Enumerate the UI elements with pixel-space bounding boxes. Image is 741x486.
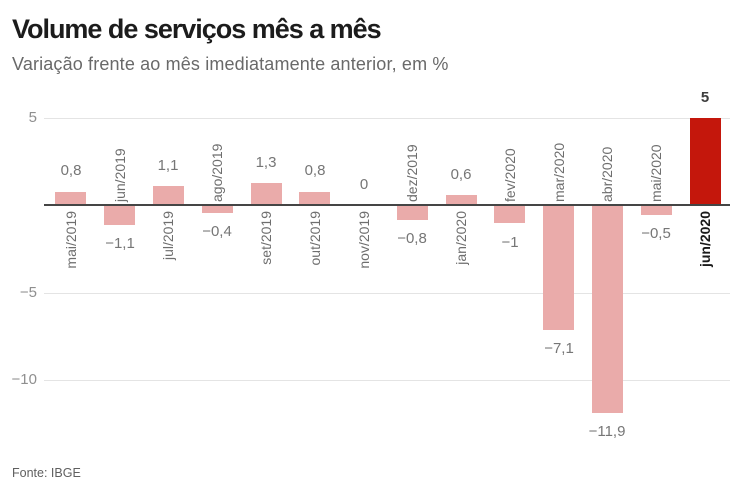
x-axis-month-label: dez/2019 [404, 144, 420, 202]
x-axis-month-label: jan/2020 [453, 210, 469, 265]
bar [299, 192, 330, 206]
x-axis-month-label: jun/2019 [112, 148, 128, 202]
x-axis-month-label: set/2019 [258, 210, 274, 265]
x-axis-month-label: out/2019 [307, 210, 323, 266]
y-axis-tick-label: −5 [19, 284, 37, 301]
gridline [44, 293, 730, 294]
x-axis-month-label: ago/2019 [209, 143, 225, 202]
bar [104, 206, 135, 225]
x-axis-month-label: mai/2019 [63, 210, 79, 269]
zero-axis-line [44, 204, 730, 206]
bar [55, 192, 86, 206]
x-axis-month-label: abr/2020 [599, 146, 615, 202]
bar-value-label: 1,1 [157, 157, 179, 174]
bar-value-label: −1 [501, 234, 519, 251]
y-axis-tick-label: −10 [11, 371, 37, 388]
bar [251, 183, 282, 206]
bar-value-label: 5 [700, 89, 710, 106]
chart-title: Volume de serviços mês a mês [12, 14, 382, 44]
x-axis-month-label: jul/2019 [160, 210, 176, 260]
bar-value-label: −0,4 [202, 223, 232, 240]
bar-value-label: −1,1 [105, 235, 135, 252]
bar [641, 206, 672, 215]
bar-value-label: 0,8 [60, 162, 82, 179]
bar-value-label: −7,1 [544, 340, 574, 357]
bar-value-label: 0,8 [304, 162, 326, 179]
bar-value-label: 0,6 [450, 166, 472, 183]
bar-value-label: −11,9 [588, 423, 626, 440]
gridline [44, 380, 730, 381]
y-axis-tick-label: 5 [28, 109, 37, 126]
x-axis-month-label: mar/2020 [551, 142, 567, 202]
x-axis-month-label: nov/2019 [356, 210, 372, 269]
bar [592, 206, 623, 413]
x-axis-month-label: mai/2020 [648, 144, 664, 202]
source-note: Fonte: IBGE [12, 466, 81, 480]
bar [202, 206, 233, 213]
chart-subtitle: Variação frente ao mês imediatamente ant… [12, 54, 449, 74]
bar [446, 195, 477, 205]
bar-value-label: 0 [359, 176, 369, 193]
bar [543, 206, 574, 330]
bar [397, 206, 428, 220]
gridline [44, 118, 730, 119]
bar-value-label: −0,8 [397, 230, 427, 247]
bar [494, 206, 525, 223]
bar [153, 186, 184, 205]
x-axis-month-label: jun/2020 [697, 210, 713, 267]
x-axis-month-label: fev/2020 [502, 148, 518, 202]
bar-highlighted [690, 118, 721, 205]
bar-value-label: 1,3 [255, 154, 277, 171]
bar-value-label: −0,5 [641, 225, 671, 242]
